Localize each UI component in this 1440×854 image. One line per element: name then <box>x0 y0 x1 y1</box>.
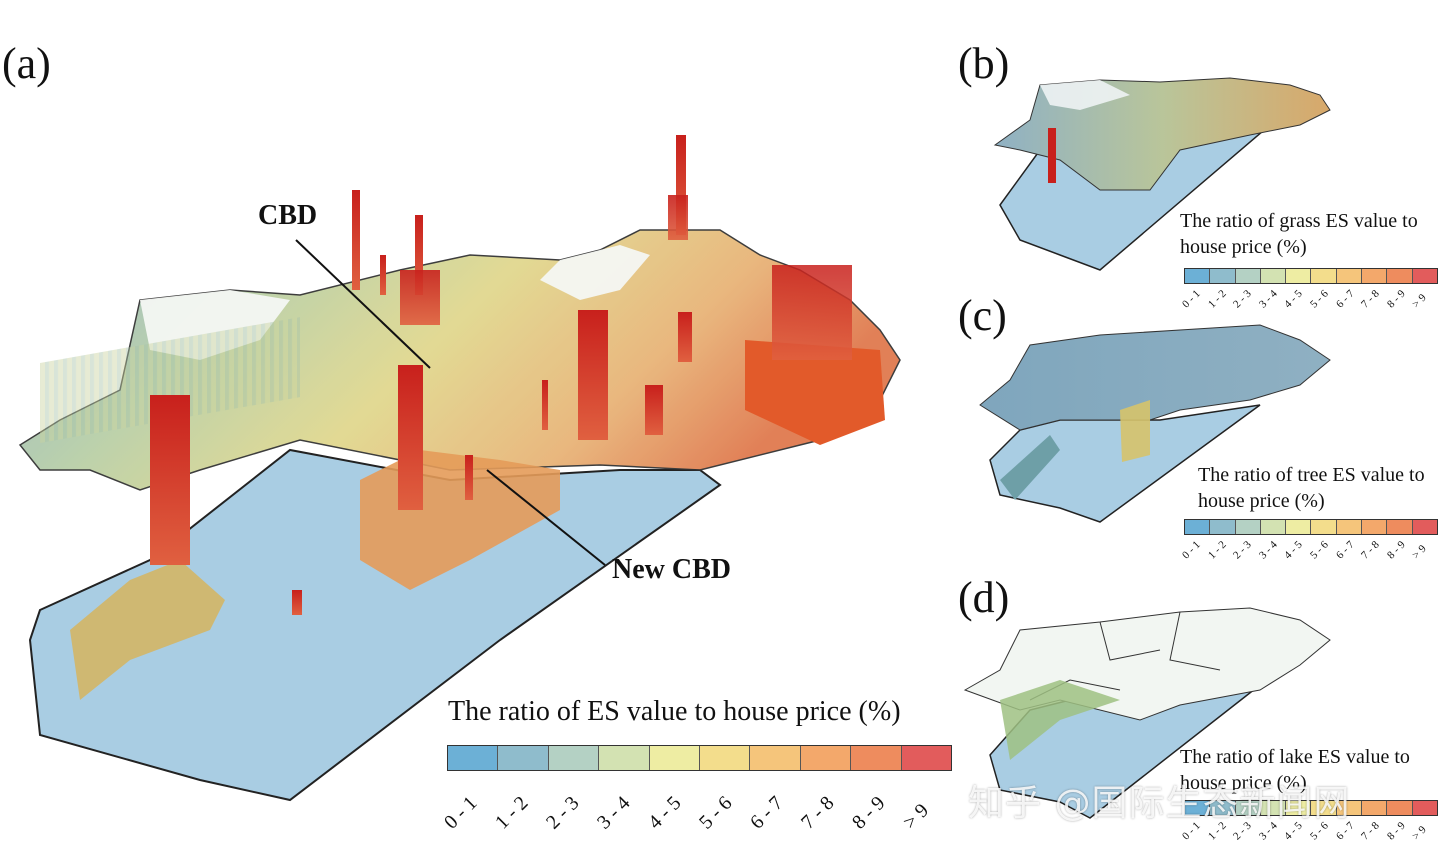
legend-swatch <box>1311 269 1337 283</box>
legend-swatch <box>1412 520 1437 534</box>
main-legend-bar <box>447 745 952 771</box>
legend-swatch <box>1336 269 1363 283</box>
legend-swatch <box>1260 269 1287 283</box>
legend-swatch <box>1387 801 1413 815</box>
legend-swatch <box>1210 269 1236 283</box>
legend-swatch <box>1260 801 1287 815</box>
legend-swatch <box>1185 520 1211 534</box>
panel-b-map <box>993 77 1331 271</box>
grass-legend-bar <box>1184 268 1438 284</box>
panel-a-map <box>18 135 901 802</box>
panel-label-d: (d) <box>958 573 1010 622</box>
watermark: 知乎 @国际生态新闻网 <box>968 783 1351 824</box>
legend-swatch <box>448 746 499 770</box>
panel-c-tree-cluster <box>1120 400 1150 462</box>
legend-swatch <box>1362 520 1388 534</box>
panel-d-map <box>963 607 1331 819</box>
panel-label-c: (c) <box>958 291 1007 340</box>
panel-a-water <box>28 448 722 802</box>
new-cbd-arrow <box>486 469 606 566</box>
legend-swatch <box>1286 520 1312 534</box>
legend-swatch <box>1210 801 1236 815</box>
legend-swatch <box>1235 269 1261 283</box>
tree-legend-title: The ratio of tree ES value to house pric… <box>1198 464 1425 512</box>
panel-a-coast-strip <box>70 560 225 700</box>
legend-swatch <box>498 746 549 770</box>
panel-b-red-bar <box>1048 128 1056 183</box>
panel-c-coast <box>1000 435 1060 500</box>
legend-swatch <box>1235 801 1261 815</box>
legend-swatch <box>1185 801 1211 815</box>
cbd-arrow <box>295 239 431 369</box>
cbd-label: CBD <box>258 200 318 231</box>
grass-legend-title: The ratio of grass ES value to house pri… <box>1180 210 1418 258</box>
lake-legend-bar <box>1184 800 1438 816</box>
legend-swatch <box>1412 269 1437 283</box>
panel-c-map <box>979 324 1331 523</box>
panel-label-a: (a) <box>2 39 51 88</box>
legend-swatch <box>1336 520 1363 534</box>
legend-swatch <box>1362 269 1388 283</box>
new-cbd-label: New CBD <box>612 554 731 585</box>
legend-swatch <box>1311 801 1337 815</box>
legend-swatch <box>649 746 701 770</box>
panel-d-green-belt <box>1000 680 1120 760</box>
legend-swatch <box>750 746 801 770</box>
main-legend-title: The ratio of ES value to house price (%) <box>448 696 901 727</box>
legend-swatch <box>1286 269 1312 283</box>
tree-legend-bar <box>1184 519 1438 535</box>
legend-swatch <box>1286 801 1312 815</box>
legend-swatch <box>1260 520 1287 534</box>
legend-swatch <box>1235 520 1261 534</box>
legend-swatch <box>1210 520 1236 534</box>
panel-a-nodata-north <box>540 245 650 300</box>
legend-swatch <box>700 746 751 770</box>
panel-label-b: (b) <box>958 39 1010 88</box>
panel-b-nodata <box>1040 80 1130 110</box>
panel-a-east-block <box>745 340 885 445</box>
legend-swatch <box>599 746 650 770</box>
panel-a-tall-bars <box>150 135 852 615</box>
lake-legend-title: The ratio of lake ES value to house pric… <box>1180 746 1410 794</box>
legend-swatch <box>800 746 852 770</box>
legend-swatch <box>901 746 952 770</box>
legend-swatch <box>548 746 600 770</box>
legend-swatch <box>1336 801 1363 815</box>
legend-swatch <box>851 746 902 770</box>
legend-swatch <box>1412 801 1437 815</box>
legend-swatch <box>1185 269 1211 283</box>
panel-a-bar-texture <box>40 317 300 443</box>
panel-c-land <box>979 324 1331 431</box>
legend-swatch <box>1362 801 1388 815</box>
legend-swatch <box>1311 520 1337 534</box>
legend-swatch <box>1387 520 1413 534</box>
legend-swatch <box>1387 269 1413 283</box>
